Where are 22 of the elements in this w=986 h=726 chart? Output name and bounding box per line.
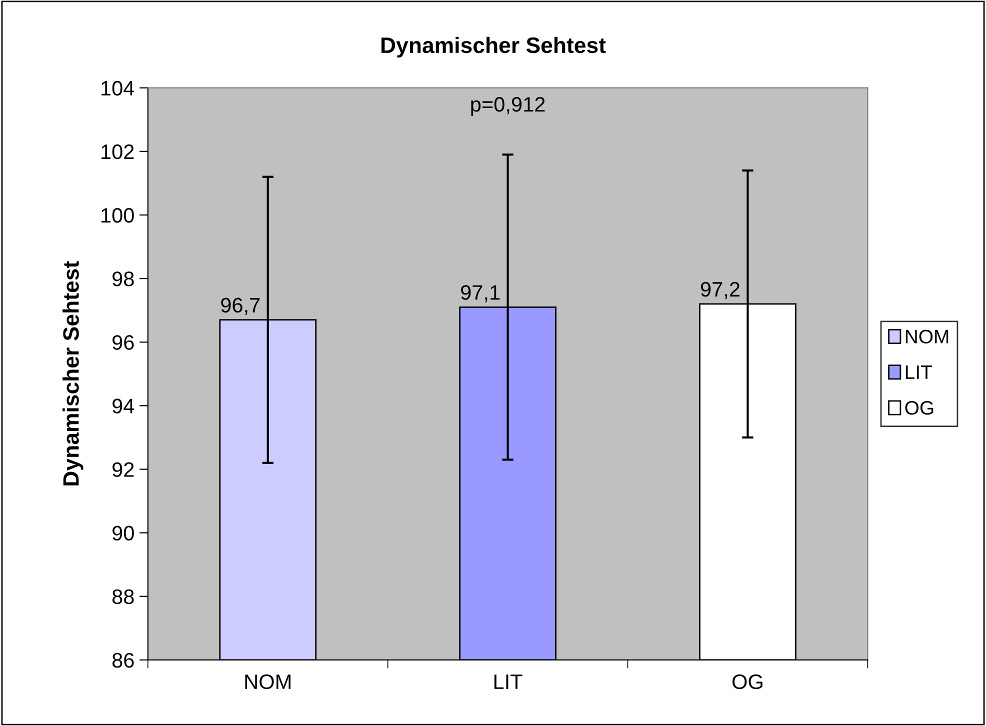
y-tick-label: 92 xyxy=(112,462,134,477)
legend-label: NOM xyxy=(906,330,948,344)
annotation: p=0,912 xyxy=(471,96,545,116)
y-tick-label: 88 xyxy=(112,589,134,604)
data-label: 97,2 xyxy=(700,282,740,300)
x-tick-label: LIT xyxy=(494,674,522,689)
x-tick-label: OG xyxy=(732,674,762,690)
data-label: 96,7 xyxy=(221,298,260,316)
y-tick-label: 90 xyxy=(112,526,134,541)
y-tick-label: 96 xyxy=(112,335,134,350)
legend-label: LIT xyxy=(906,366,932,379)
legend-label: OG xyxy=(905,400,934,415)
y-tick-label: 86 xyxy=(112,652,134,668)
y-tick-label: 100 xyxy=(102,208,134,223)
y-tick-label: 94 xyxy=(112,398,134,414)
y-tick-label: 104 xyxy=(102,80,134,96)
y-axis-title: Dynamischer Sehtest xyxy=(62,261,84,486)
y-tick-label: 98 xyxy=(112,272,134,286)
chart-title: Dynamischer Sehtest xyxy=(381,36,606,58)
x-tick-label: NOM xyxy=(245,674,290,690)
data-label: 97,1 xyxy=(461,285,500,302)
y-tick-label: 102 xyxy=(102,144,134,160)
